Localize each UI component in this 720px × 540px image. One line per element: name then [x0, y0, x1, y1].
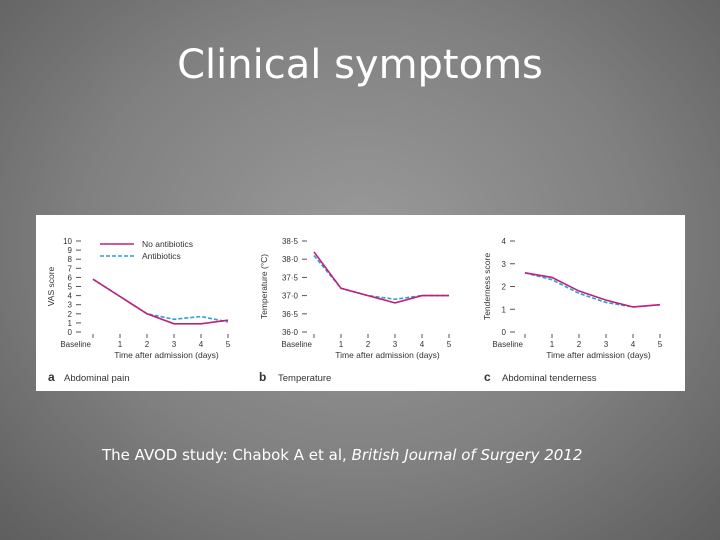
citation: The AVOD study: Chabok A et al, British … — [102, 446, 582, 464]
panel-a-ytick-label: 2 — [68, 310, 73, 319]
panel-b-series-antibiotics — [313, 255, 449, 301]
panel-a-ytick-label: 4 — [68, 292, 73, 301]
panel-c-letter: c — [484, 370, 491, 384]
panel-b-ytick-label: 38·5 — [282, 237, 299, 246]
panel-c-ytick-label: 2 — [502, 283, 507, 292]
panel-c-xlabel: Time after admission (days) — [546, 350, 651, 360]
panel-c-ytick-label: 4 — [502, 237, 507, 246]
panel-b-xtick-label: 4 — [420, 340, 425, 349]
panel-a-xtick-label: Baseline — [60, 340, 91, 349]
panel-a-xlabel: Time after admission (days) — [114, 350, 219, 360]
panel-c-ytick-label: 3 — [502, 260, 507, 269]
panel-b-ytick-label: 36·0 — [282, 328, 299, 337]
panel-b-series-no-antibiotics — [313, 251, 449, 304]
panel-a-ytick-label: 1 — [68, 319, 73, 328]
panel-c-xtick-label: 4 — [631, 340, 636, 349]
panel-a-ylabel: VAS score — [46, 266, 56, 306]
slide-title: Clinical symptoms — [177, 42, 543, 88]
panel-a-ytick-label: 10 — [63, 237, 72, 246]
panel-a-series-antibiotics — [92, 278, 229, 323]
panel-c-ytick-label: 1 — [502, 305, 507, 314]
panel-a-xtick-label: 4 — [199, 340, 204, 349]
panel-b-ytick-label: 37·0 — [282, 292, 299, 301]
panel-b-xtick-label: Baseline — [281, 340, 312, 349]
panel-a-ytick-label: 3 — [68, 301, 73, 310]
panel-a-ytick-label: 9 — [68, 246, 73, 255]
panel-c-xtick-label: 1 — [550, 340, 555, 349]
panel-c-ytick-label: 0 — [502, 328, 507, 337]
panel-b-title: Temperature — [278, 373, 331, 384]
panel-c-xtick-label: 5 — [658, 340, 663, 349]
panel-c-series-no-antibiotics — [524, 272, 661, 308]
panel-a-xtick-label: 5 — [226, 340, 231, 349]
legend-label-no-antibiotics: No antibiotics — [142, 239, 193, 249]
panel-b-ytick-label: 36·5 — [282, 310, 299, 319]
panel-b-ytick-label: 37·5 — [282, 273, 299, 282]
panel-a-ytick-label: 7 — [68, 264, 73, 273]
panel-b-letter: b — [259, 370, 266, 384]
panel-a-ytick-label: 5 — [68, 283, 73, 292]
panel-c-xtick-label: 3 — [604, 340, 609, 349]
panel-a-ytick-label: 6 — [68, 273, 73, 282]
panel-c-xtick-label: Baseline — [492, 340, 523, 349]
panel-c-xtick-label: 2 — [577, 340, 582, 349]
panel-b-xtick-label: 1 — [339, 340, 344, 349]
citation-prefix: The AVOD study: Chabok A et al, — [102, 446, 352, 464]
panel-a-xtick-label: 1 — [118, 340, 123, 349]
panel-a-ytick-label: 0 — [68, 328, 73, 337]
figure-panel: 0 1 2 3 4 5 6 7 8 9 10 Baseline 1 2 3 4 5 Time after admi… — [36, 215, 685, 391]
panel-c-title: Abdominal tenderness — [502, 373, 597, 384]
panel-a-xtick-label: 3 — [172, 340, 177, 349]
panel-c-ylabel: Tenderness score — [482, 253, 492, 320]
panel-a-ytick-label: 8 — [68, 255, 73, 264]
panel-c-series-antibiotics — [524, 272, 661, 308]
panel-b-xlabel: Time after admission (days) — [335, 350, 440, 360]
panel-a-xtick-label: 2 — [145, 340, 150, 349]
legend-label-antibiotics: Antibiotics — [142, 251, 181, 261]
citation-journal: British Journal of Surgery 2012 — [351, 446, 583, 464]
panel-a-letter: a — [48, 370, 55, 384]
panel-a-title: Abdominal pain — [64, 373, 130, 384]
panel-b-ytick-label: 38·0 — [282, 255, 299, 264]
panel-a-series-no-antibiotics — [92, 278, 229, 325]
panel-b-xtick-label: 3 — [393, 340, 398, 349]
panel-b-xtick-label: 2 — [366, 340, 371, 349]
panel-b-ylabel: Temperature (°C) — [259, 254, 269, 319]
panel-b-xtick-label: 5 — [447, 340, 452, 349]
